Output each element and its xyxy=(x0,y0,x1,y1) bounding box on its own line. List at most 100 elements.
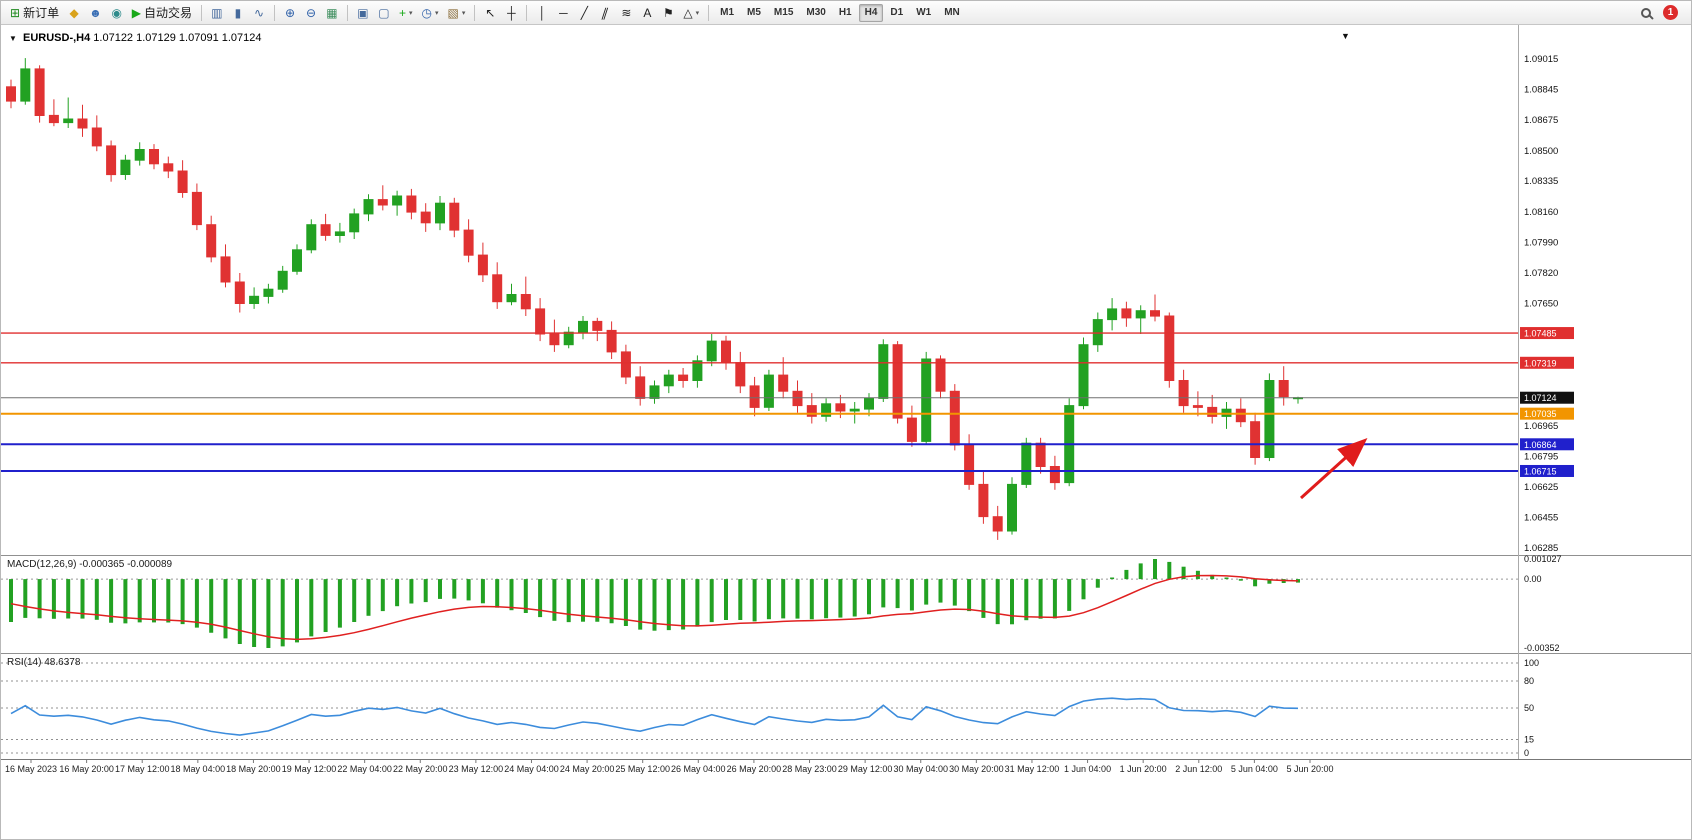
search-icon[interactable] xyxy=(1641,7,1651,18)
templates-button[interactable]: ▧ ▾ xyxy=(444,3,470,23)
zoom-out-icon: ⊖ xyxy=(305,5,316,20)
bar-chart-icon: ▥ xyxy=(211,5,223,20)
time-tick-label: 5 Jun 04:00 xyxy=(1231,764,1278,774)
timeframe-m30[interactable]: M30 xyxy=(800,4,831,22)
bid-price-line-tag xyxy=(1520,391,1574,404)
virtual-hosting-button[interactable]: ☻ xyxy=(85,3,106,23)
community-button[interactable]: ◆ xyxy=(64,3,84,23)
timeframe-m15[interactable]: M15 xyxy=(768,4,799,22)
cascade-windows-button[interactable]: ▢ xyxy=(374,3,394,23)
zoom-in-button[interactable]: ⊕ xyxy=(280,3,300,23)
candle xyxy=(1278,380,1289,398)
line-chart-button[interactable]: ∿ xyxy=(249,3,269,23)
time-tick-label: 25 May 12:00 xyxy=(615,764,670,774)
timeframe-d1[interactable]: D1 xyxy=(884,4,909,22)
chart-shift-marker[interactable]: ▼ xyxy=(1341,31,1350,41)
candlestick-chart-button[interactable]: ▮ xyxy=(228,3,248,23)
periods-button[interactable]: ◷ ▾ xyxy=(418,3,443,23)
macd-label: MACD(12,26,9) -0.000365 -0.000089 xyxy=(7,559,173,570)
text-button[interactable]: A xyxy=(637,3,657,23)
candle xyxy=(449,202,460,231)
fibonacci-icon: ≋ xyxy=(621,5,632,20)
time-tick-label: 22 May 04:00 xyxy=(337,764,392,774)
arrows-button[interactable]: ⚑ xyxy=(658,3,678,23)
candle xyxy=(835,403,846,412)
candle xyxy=(821,403,832,417)
macd-histogram xyxy=(9,559,1300,648)
candle xyxy=(406,195,417,213)
trendline-button[interactable]: ╱ xyxy=(574,3,594,23)
one-click-trading-toggle[interactable]: ▼ xyxy=(9,34,17,43)
candle xyxy=(1264,380,1275,458)
timeframe-mn[interactable]: MN xyxy=(938,4,966,22)
community-icon: ◆ xyxy=(69,5,79,20)
time-tick-label: 18 May 20:00 xyxy=(226,764,281,774)
time-tick-label: 2 Jun 12:00 xyxy=(1175,764,1222,774)
annotation-arrow[interactable] xyxy=(1299,437,1368,500)
candle xyxy=(935,358,946,392)
crosshair-button[interactable]: ┼ xyxy=(501,3,521,23)
candle xyxy=(1250,421,1261,459)
autotrading-button[interactable]: ▶ 自动交易 xyxy=(128,3,196,23)
time-tick-label: 16 May 2023 xyxy=(5,764,57,774)
arrange-windows-icon: ▣ xyxy=(357,5,369,20)
rsi-axis-label: 0 xyxy=(1524,748,1529,758)
price-tick-label: 1.06285 xyxy=(1524,543,1558,554)
order-icon: ⊞ xyxy=(10,5,21,20)
market-button[interactable]: ◉ xyxy=(107,3,127,23)
rsi-axis-label: 50 xyxy=(1524,703,1534,713)
new-order-button[interactable]: ⊞ 新订单 xyxy=(6,3,63,23)
chart-title: ▼ EURUSD-,H4 1.07122 1.07129 1.07091 1.07… xyxy=(9,32,262,44)
zoom-out-button[interactable]: ⊖ xyxy=(301,3,321,23)
resistance-line-1-tag xyxy=(1520,327,1574,340)
support-line-2-tag xyxy=(1520,464,1574,477)
timeframe-m5[interactable]: M5 xyxy=(741,4,767,22)
price-scale[interactable] xyxy=(1519,25,1692,759)
candle xyxy=(220,256,231,283)
fibonacci-button[interactable]: ≋ xyxy=(616,3,636,23)
horizontal-line-button[interactable]: ─ xyxy=(553,3,573,23)
candle xyxy=(377,199,388,206)
cursor-button[interactable]: ↖ xyxy=(480,3,500,23)
time-scale[interactable] xyxy=(1,760,1692,780)
price-tick-label: 1.08335 xyxy=(1524,176,1558,187)
toolbar-separator xyxy=(200,4,202,21)
candle xyxy=(306,224,317,251)
candle xyxy=(1021,442,1032,485)
indicators-button[interactable]: + ▾ xyxy=(395,3,417,23)
channel-button[interactable]: ∥ xyxy=(595,3,615,23)
tile-windows-button[interactable]: ▦ xyxy=(322,3,342,23)
shapes-button[interactable]: △ ▾ xyxy=(679,3,703,23)
timeframe-h1[interactable]: H1 xyxy=(833,4,858,22)
candle xyxy=(563,331,574,346)
candle xyxy=(1150,310,1160,317)
candle xyxy=(592,320,603,331)
arrange-windows-button[interactable]: ▣ xyxy=(353,3,373,23)
candle xyxy=(864,397,874,410)
candle xyxy=(806,405,817,417)
trendline-icon: ╱ xyxy=(580,5,588,20)
notification-badge[interactable]: 1 xyxy=(1663,5,1678,20)
vertical-line-button[interactable]: │ xyxy=(532,3,552,23)
candle xyxy=(735,362,746,387)
candle xyxy=(263,288,274,297)
candle xyxy=(492,274,503,303)
candle xyxy=(34,68,45,116)
resistance-line-2-tag-label: 1.07319 xyxy=(1524,358,1557,368)
candle xyxy=(635,376,646,399)
toolbar-separator xyxy=(526,4,528,21)
crosshair-icon: ┼ xyxy=(507,5,516,20)
resistance-line-2-tag xyxy=(1520,356,1574,369)
chart-background xyxy=(1,25,1691,839)
timeframe-w1[interactable]: W1 xyxy=(910,4,937,22)
timeframe-h4[interactable]: H4 xyxy=(858,3,884,22)
bar-chart-button[interactable]: ▥ xyxy=(207,3,227,23)
timeframe-m1[interactable]: M1 xyxy=(714,4,740,22)
support-line-2-tag-label: 1.06715 xyxy=(1524,466,1557,476)
candle xyxy=(763,374,774,408)
candle xyxy=(549,333,560,346)
pivot-line-tag-label: 1.07035 xyxy=(1524,409,1557,419)
dropdown-caret-icon: ▾ xyxy=(408,9,413,17)
resistance-line-1-tag-label: 1.07485 xyxy=(1524,329,1557,339)
macd-panel: 0.001027 0.00 -0.00352 MACD(12,26,9) -0.000… xyxy=(1,554,1562,653)
